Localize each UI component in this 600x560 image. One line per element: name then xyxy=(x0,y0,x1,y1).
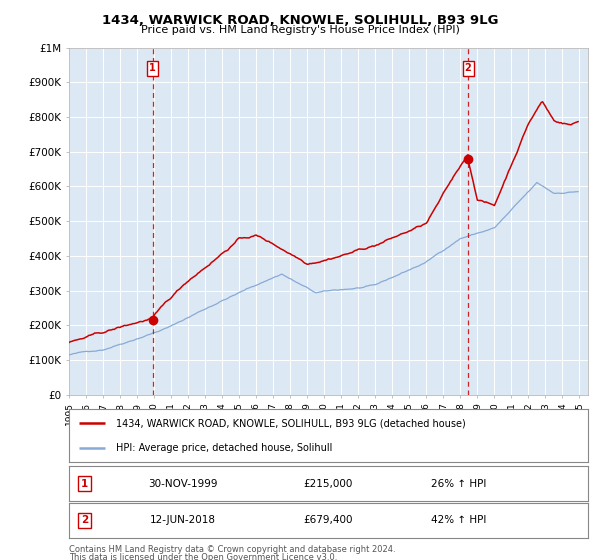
Text: 1434, WARWICK ROAD, KNOWLE, SOLIHULL, B93 9LG (detached house): 1434, WARWICK ROAD, KNOWLE, SOLIHULL, B9… xyxy=(116,418,466,428)
Text: £679,400: £679,400 xyxy=(304,515,353,525)
Text: 2: 2 xyxy=(464,63,472,73)
Text: 1: 1 xyxy=(149,63,156,73)
Text: 26% ↑ HPI: 26% ↑ HPI xyxy=(431,479,486,489)
Text: £215,000: £215,000 xyxy=(304,479,353,489)
Text: HPI: Average price, detached house, Solihull: HPI: Average price, detached house, Soli… xyxy=(116,442,332,452)
Text: 1: 1 xyxy=(81,479,88,489)
Text: 2: 2 xyxy=(81,515,88,525)
Text: This data is licensed under the Open Government Licence v3.0.: This data is licensed under the Open Gov… xyxy=(69,553,337,560)
Text: Contains HM Land Registry data © Crown copyright and database right 2024.: Contains HM Land Registry data © Crown c… xyxy=(69,545,395,554)
Text: 42% ↑ HPI: 42% ↑ HPI xyxy=(431,515,486,525)
Text: 12-JUN-2018: 12-JUN-2018 xyxy=(150,515,216,525)
Text: Price paid vs. HM Land Registry's House Price Index (HPI): Price paid vs. HM Land Registry's House … xyxy=(140,25,460,35)
Text: 30-NOV-1999: 30-NOV-1999 xyxy=(148,479,218,489)
Text: 1434, WARWICK ROAD, KNOWLE, SOLIHULL, B93 9LG: 1434, WARWICK ROAD, KNOWLE, SOLIHULL, B9… xyxy=(102,14,498,27)
